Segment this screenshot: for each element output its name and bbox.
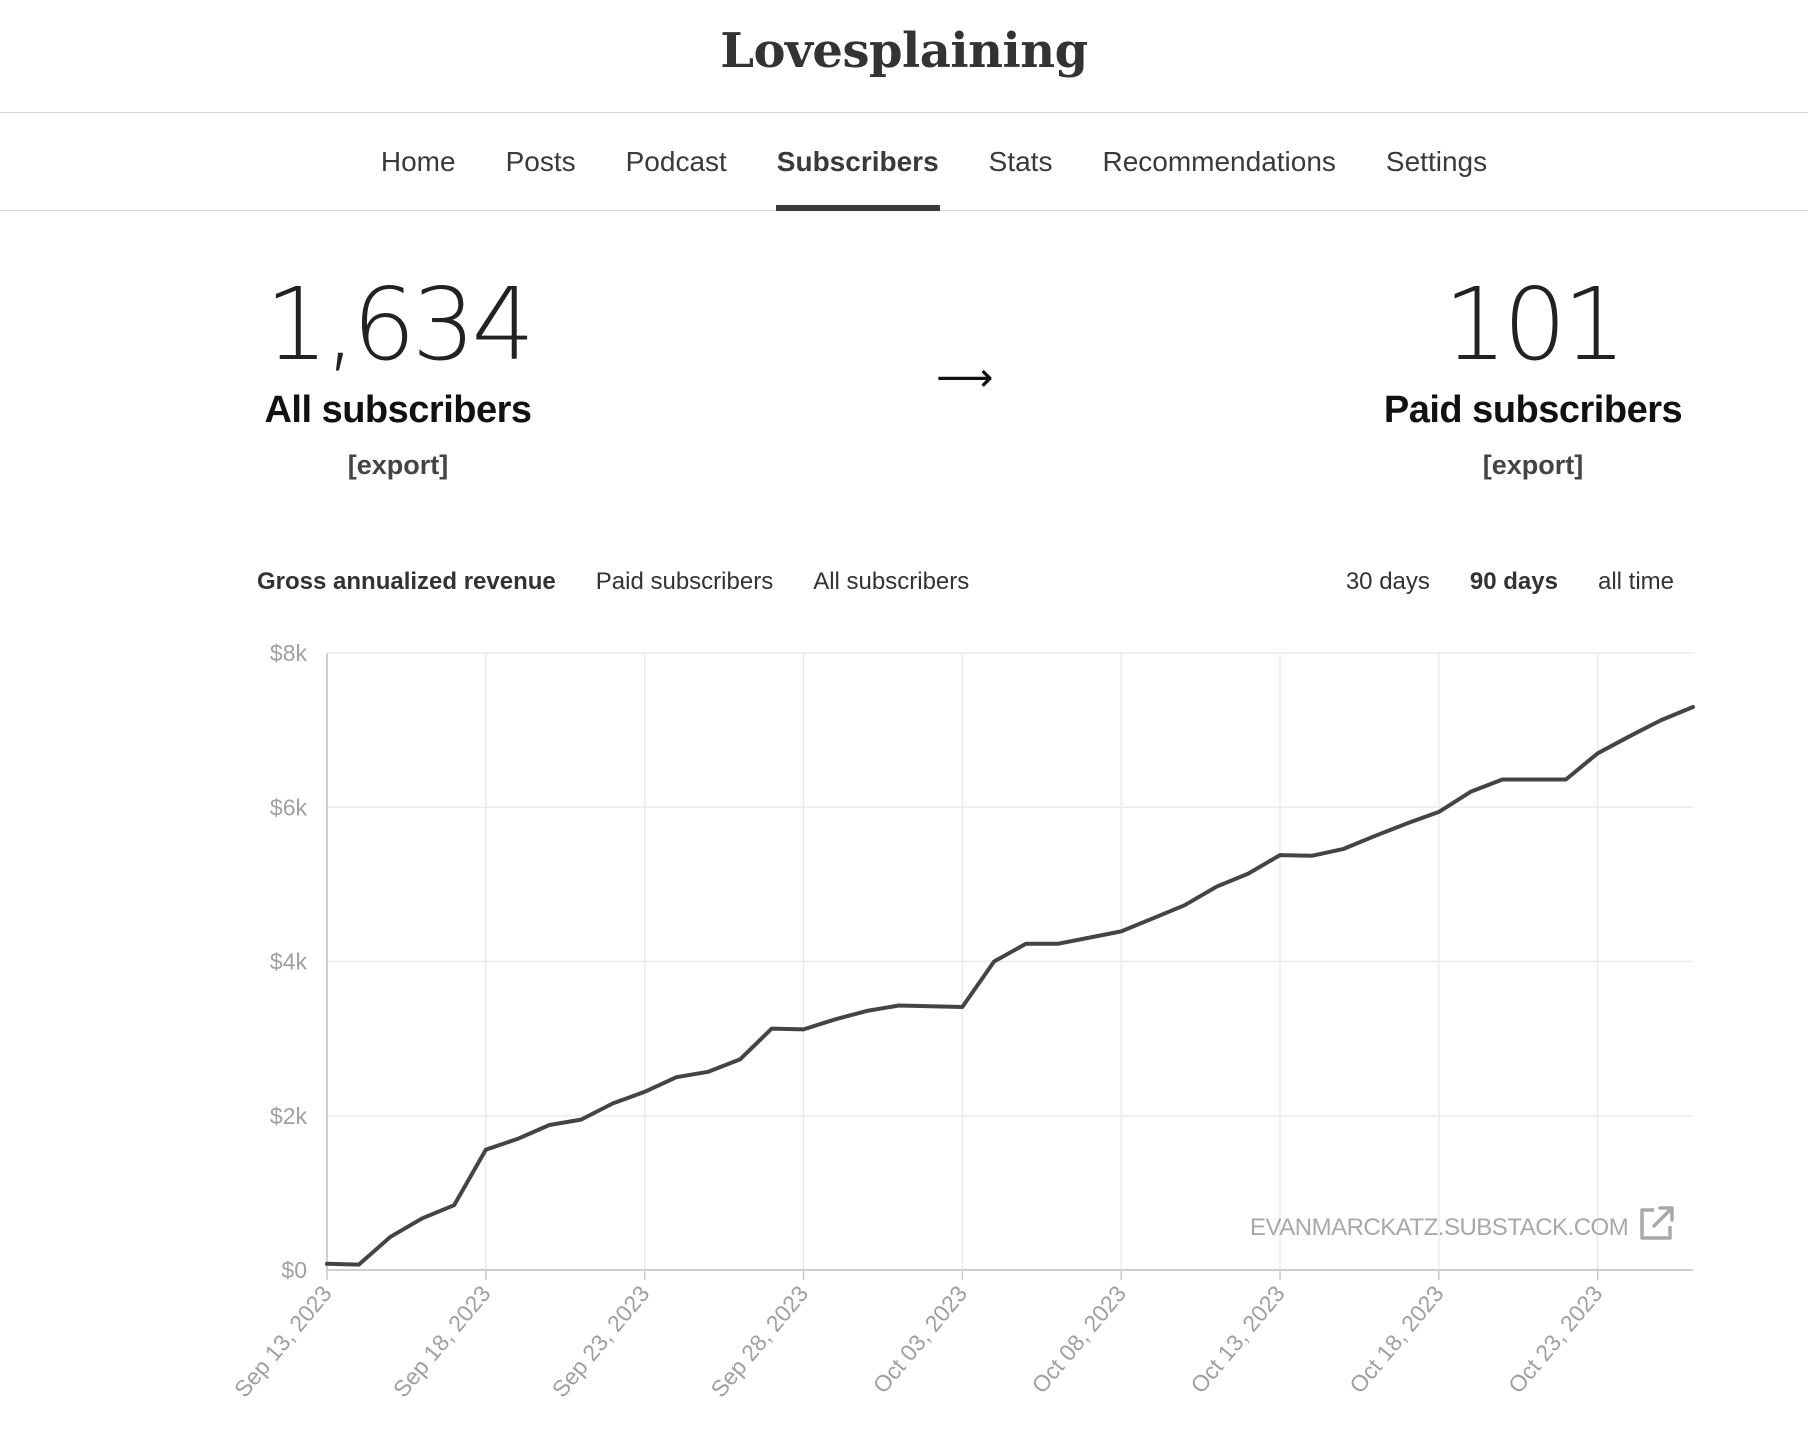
chart-range-tabs: 30 days 90 days all time — [1346, 568, 1674, 596]
paid-subscribers-label: Paid subscribers — [1383, 389, 1683, 431]
x-tick-label: Sep 18, 2023 — [388, 1281, 496, 1403]
paid-subscribers-stat: 101 Paid subscribers [export] — [1343, 275, 1723, 481]
range-90-days[interactable]: 90 days — [1469, 568, 1558, 595]
x-tick-label: Sep 13, 2023 — [229, 1281, 337, 1403]
tab-subscribers[interactable]: Subscribers — [775, 113, 940, 211]
main-nav: Home Posts Podcast Subscribers Stats Recommen… — [0, 113, 1808, 211]
publication-link[interactable]: EVANMARCKATZ.SUBSTACK.COM — [1250, 1204, 1676, 1251]
external-link-icon — [1636, 1204, 1676, 1251]
paid-subscribers-export-link[interactable]: [export] — [1482, 450, 1584, 480]
paid-subscribers-count: 101 — [1443, 266, 1627, 383]
publication-url: EVANMARCKATZ.SUBSTACK.COM — [1250, 1213, 1629, 1241]
publication-title[interactable]: Lovesplaining — [720, 23, 1088, 79]
arrow-right-icon: ⟶ — [936, 356, 994, 400]
x-tick-label: Oct 13, 2023 — [1185, 1281, 1290, 1399]
y-tick-label: $4k — [270, 949, 308, 975]
range-all-time[interactable]: all time — [1597, 568, 1674, 595]
x-tick-label: Sep 28, 2023 — [705, 1281, 813, 1403]
chart-metric-tabs: Gross annualized revenue Paid subscribers… — [257, 568, 969, 596]
x-tick-label: Oct 23, 2023 — [1503, 1281, 1608, 1399]
all-subscribers-export-link[interactable]: [export] — [347, 450, 449, 480]
x-tick-label: Oct 08, 2023 — [1026, 1281, 1131, 1399]
x-tick-label: Oct 18, 2023 — [1344, 1281, 1449, 1399]
x-tick-label: Sep 23, 2023 — [547, 1281, 655, 1403]
tab-podcast[interactable]: Podcast — [625, 145, 727, 177]
tab-settings[interactable]: Settings — [1385, 145, 1488, 177]
tab-home[interactable]: Home — [380, 145, 456, 177]
y-tick-label: $2k — [270, 1103, 308, 1129]
revenue-series-line — [325, 705, 1695, 1267]
all-subscribers-label: All subscribers — [264, 389, 532, 431]
range-30-days[interactable]: 30 days — [1345, 568, 1430, 595]
tab-paid-subscribers[interactable]: Paid subscribers — [595, 568, 774, 595]
all-subscribers-count: 1,634 — [264, 266, 535, 383]
tab-recommendations[interactable]: Recommendations — [1102, 145, 1336, 177]
y-tick-label: $6k — [270, 794, 308, 820]
tab-all-subscribers[interactable]: All subscribers — [813, 568, 970, 595]
tab-stats[interactable]: Stats — [988, 145, 1053, 177]
tab-posts[interactable]: Posts — [505, 145, 576, 177]
all-subscribers-stat: 1,634 All subscribers [export] — [208, 275, 588, 481]
nav-tabs: Home Posts Podcast Subscribers Stats Recommen… — [0, 113, 1808, 211]
y-tick-label: $0 — [281, 1257, 307, 1283]
y-tick-label: $8k — [270, 640, 308, 666]
tab-gross-annualized-revenue[interactable]: Gross annualized revenue — [257, 568, 556, 595]
x-tick-label: Oct 03, 2023 — [868, 1281, 973, 1399]
masthead: Lovesplaining — [0, 0, 1808, 113]
